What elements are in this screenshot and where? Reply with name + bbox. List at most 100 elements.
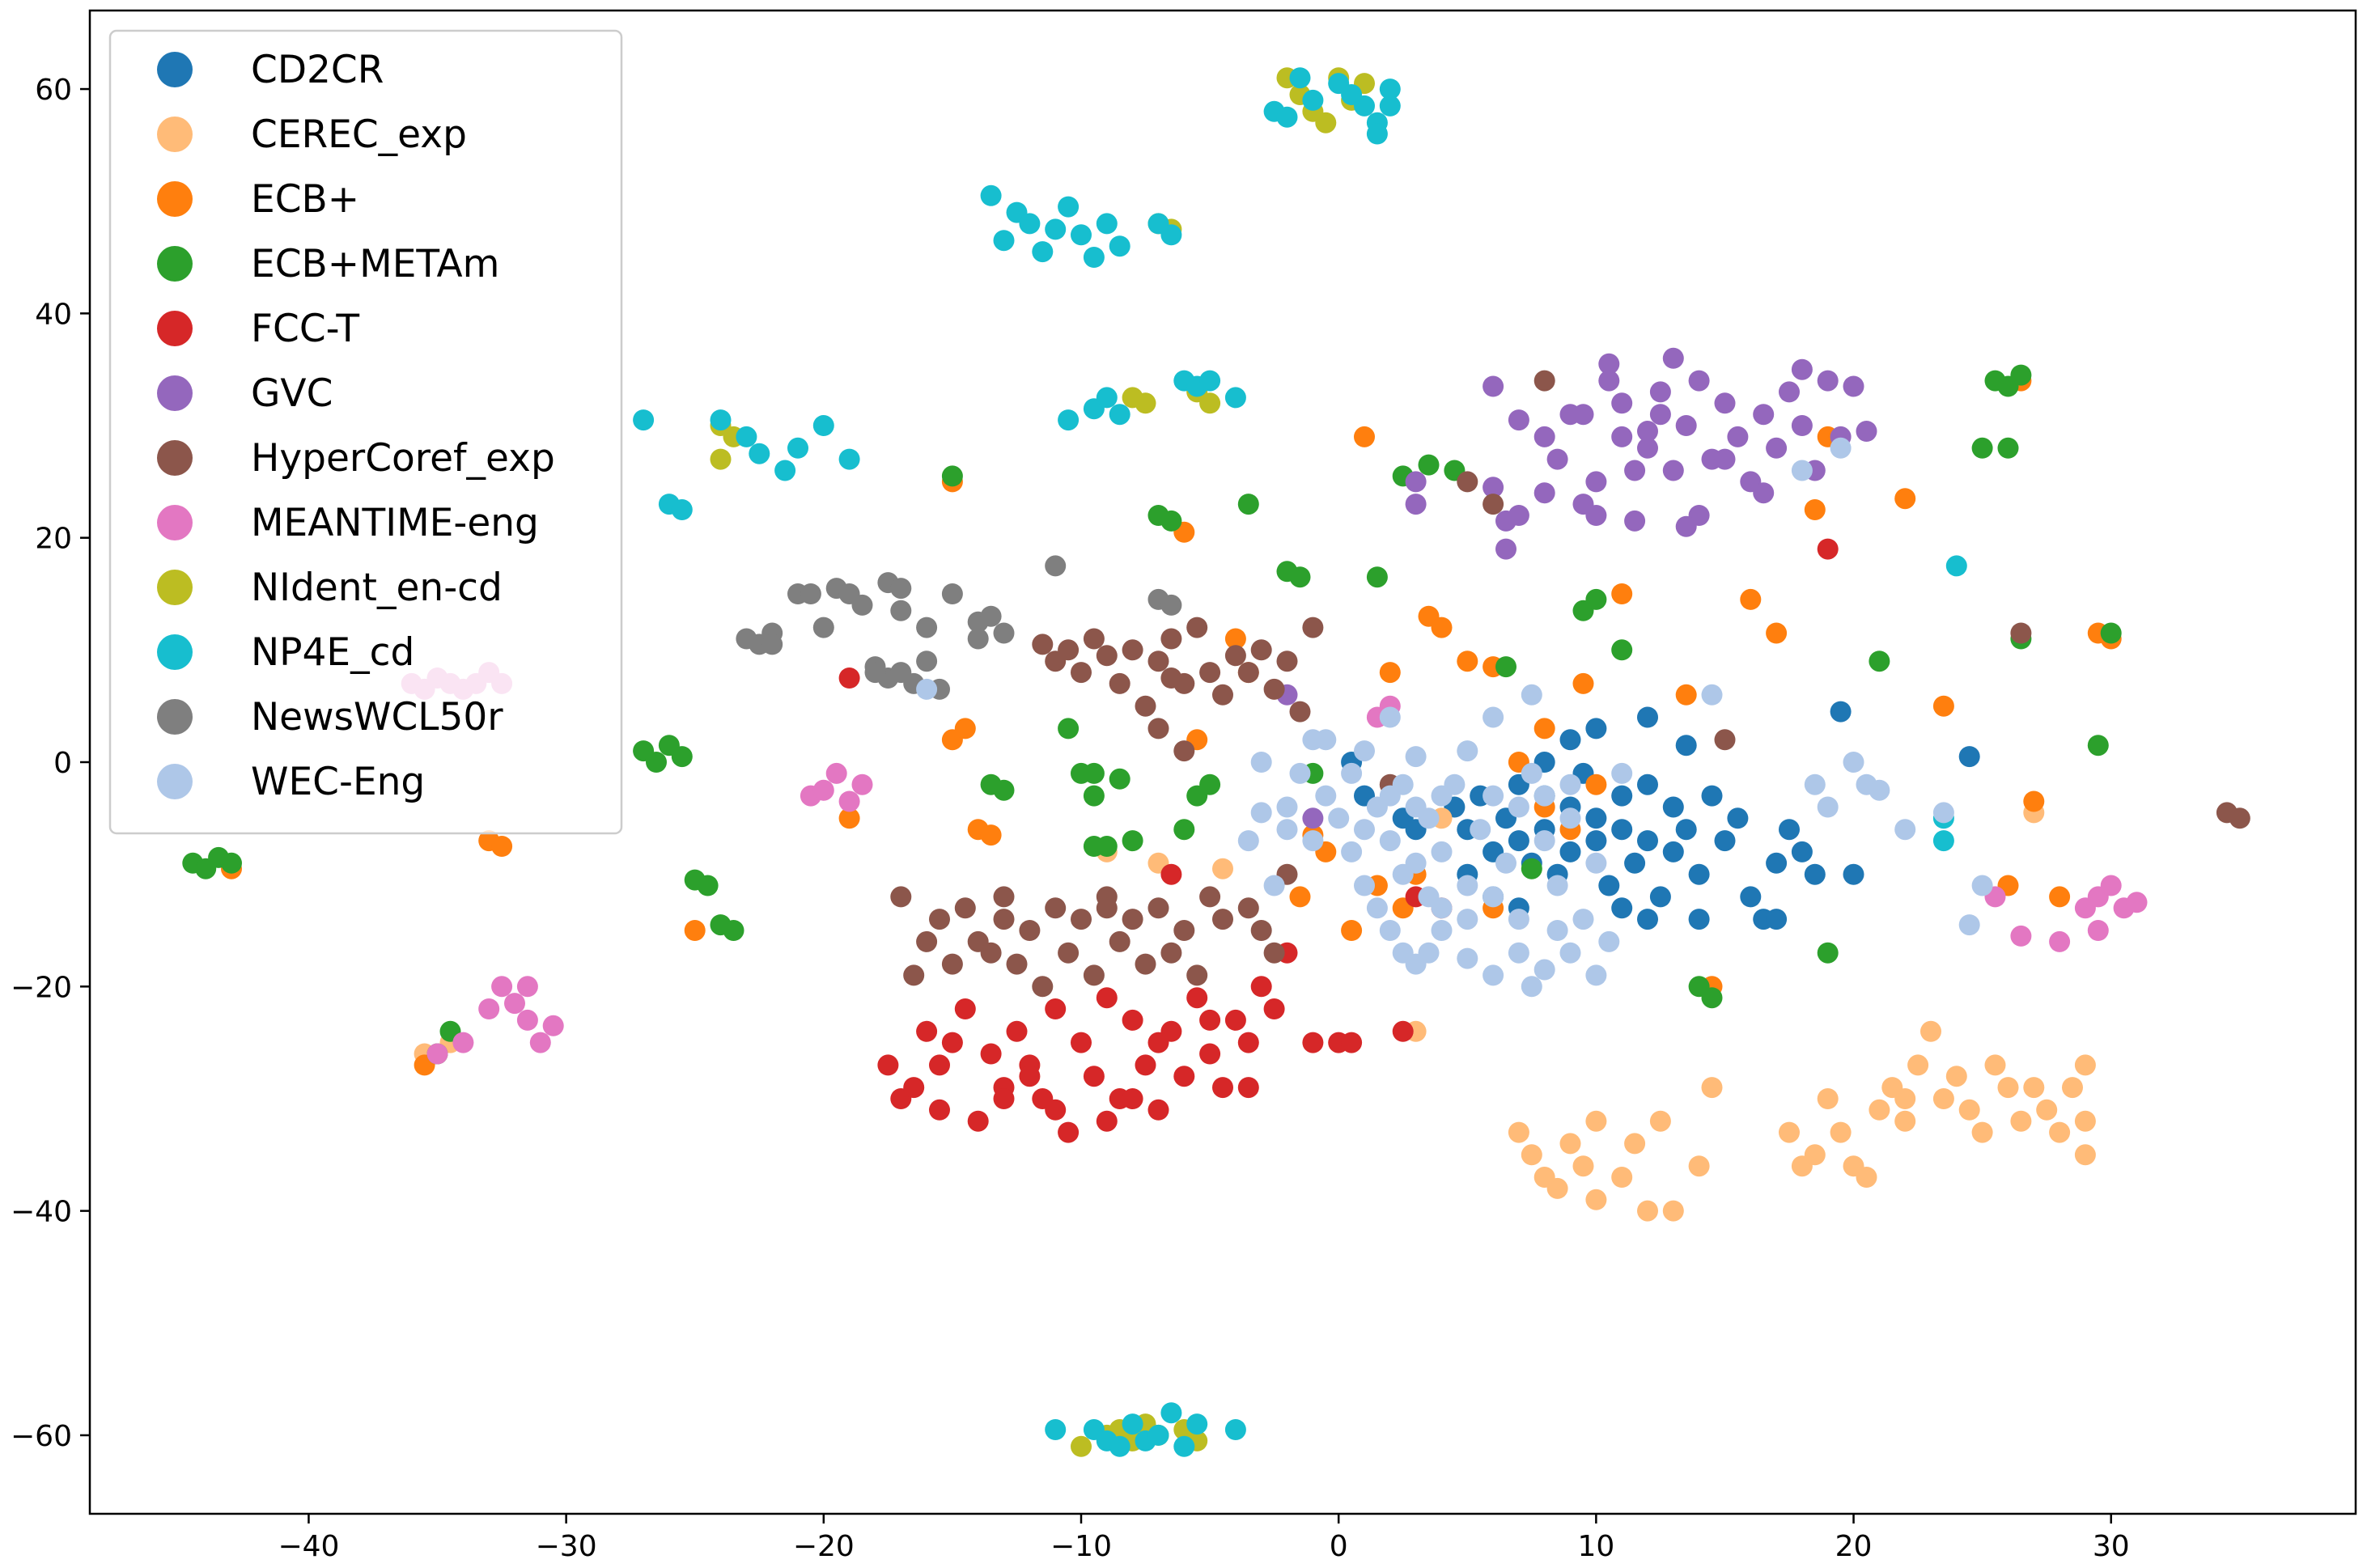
data-point [1405, 494, 1427, 515]
legend-item: HyperCoref_exp [157, 436, 555, 481]
data-point [993, 909, 1015, 930]
data-point [1585, 1110, 1607, 1132]
data-point [1869, 651, 1890, 672]
data-point [1263, 942, 1285, 964]
data-point [1224, 1009, 1246, 1031]
data-point [2074, 1054, 2096, 1076]
data-point [1237, 1032, 1259, 1053]
x-tick-label: 0 [1330, 1530, 1348, 1563]
data-point [2062, 1077, 2083, 1099]
data-point [1250, 976, 1272, 998]
data-point [1122, 830, 1143, 852]
data-point [1199, 1043, 1221, 1065]
data-point [1843, 863, 1864, 885]
data-point [1804, 863, 1826, 885]
data-point [1431, 785, 1453, 807]
data-point [1109, 235, 1130, 257]
legend-frame [108, 29, 623, 835]
data-point [980, 942, 1002, 964]
data-point [1559, 841, 1581, 862]
data-point [1637, 706, 1658, 728]
data-point [1649, 381, 1671, 403]
data-point [800, 583, 821, 604]
data-point [1843, 752, 1864, 773]
data-point [1379, 785, 1401, 807]
data-point [941, 583, 963, 604]
data-point [980, 824, 1002, 846]
data-point [1237, 830, 1259, 852]
data-point [1585, 471, 1607, 493]
data-point [1289, 701, 1311, 723]
data-point [1186, 987, 1208, 1009]
data-point [1250, 802, 1272, 824]
data-point [1289, 67, 1311, 89]
data-point [1585, 964, 1607, 986]
data-point [1122, 1413, 1143, 1435]
data-point [1263, 998, 1285, 1019]
series-cerec-exp [414, 802, 2096, 1222]
x-axis: −40 −30 −20 −10 0 10 20 30 [278, 1514, 2130, 1563]
data-point [1791, 415, 1813, 436]
data-point [529, 1032, 551, 1053]
data-point [1624, 460, 1646, 481]
data-point [1779, 381, 1800, 403]
data-point [1341, 762, 1363, 784]
data-point [1083, 964, 1105, 986]
data-point [1804, 499, 1826, 520]
data-point [1379, 920, 1401, 941]
data-point [838, 807, 860, 829]
data-point [1418, 886, 1440, 908]
data-point [1753, 482, 1775, 504]
data-point [1483, 706, 1504, 728]
legend-item: ECB+ [157, 177, 359, 222]
data-point [941, 1032, 963, 1053]
data-point [1302, 617, 1324, 638]
data-point [516, 1009, 538, 1031]
data-point [1405, 746, 1427, 768]
data-point [903, 964, 925, 986]
legend-label: WEC-Eng [251, 760, 425, 804]
data-point [1869, 1099, 1890, 1121]
data-point [1071, 1435, 1092, 1457]
data-point [1559, 773, 1581, 795]
data-point [1932, 1088, 1954, 1109]
data-point [941, 465, 963, 487]
data-point [1766, 909, 1788, 930]
data-point [1071, 662, 1092, 684]
data-point [1662, 841, 1684, 862]
data-point [1791, 358, 1813, 380]
y-tick-label: −20 [11, 971, 72, 1004]
data-point [1662, 1200, 1684, 1222]
data-point [1302, 89, 1324, 111]
legend-item: FCC-T [157, 307, 359, 351]
data-point [1109, 404, 1130, 426]
data-point [1366, 897, 1388, 919]
data-point [1817, 1088, 1839, 1109]
data-point [1997, 1077, 2019, 1099]
data-point [1611, 819, 1633, 841]
data-point [1083, 247, 1105, 268]
data-point [1276, 651, 1298, 672]
x-tick-label: −30 [536, 1530, 597, 1563]
data-point [1379, 830, 1401, 852]
x-tick-label: 10 [1577, 1530, 1614, 1563]
legend-label: ECB+METAm [251, 242, 499, 286]
data-point [1045, 897, 1067, 919]
data-point [1431, 841, 1453, 862]
data-point [2010, 364, 2032, 386]
data-point [1354, 740, 1375, 762]
data-point [993, 1088, 1015, 1109]
data-point [1315, 785, 1337, 807]
data-point [1598, 370, 1620, 392]
data-point [1354, 95, 1375, 117]
data-point [1096, 213, 1118, 235]
data-point [1276, 819, 1298, 841]
data-point [1276, 796, 1298, 818]
data-point [1071, 909, 1092, 930]
data-point [1688, 909, 1710, 930]
data-point [1727, 426, 1749, 447]
data-point [1572, 909, 1594, 930]
data-point [452, 1032, 474, 1053]
data-point [2010, 925, 2032, 947]
data-point [633, 409, 655, 431]
